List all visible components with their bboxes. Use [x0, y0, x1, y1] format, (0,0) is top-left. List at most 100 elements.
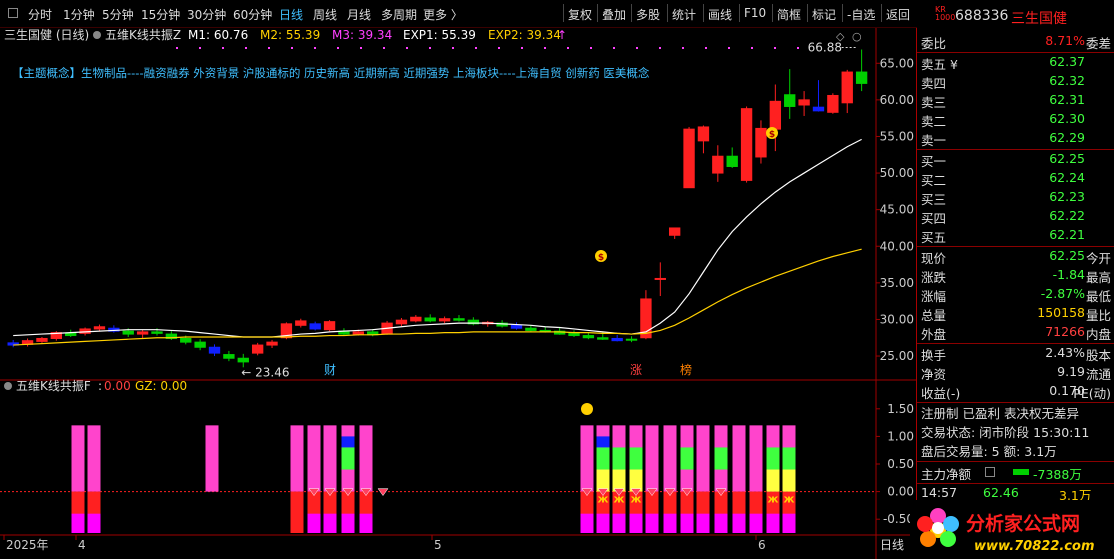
- candle[interactable]: [697, 126, 710, 142]
- toolbar-right-item-1[interactable]: 叠加: [602, 8, 627, 22]
- toolbar-item-8[interactable]: 月线: [347, 8, 372, 22]
- toolbar-right-item-8[interactable]: -自选: [847, 8, 876, 22]
- toolbar-right-item-2[interactable]: 多股: [636, 8, 661, 22]
- toolbar-item-3[interactable]: 15分钟: [141, 8, 181, 22]
- money-bag-icon: $: [766, 127, 778, 140]
- candle[interactable]: [237, 357, 249, 363]
- buy-row-1-value: 62.24: [1049, 170, 1085, 185]
- candle[interactable]: [410, 316, 422, 322]
- candle[interactable]: [640, 298, 652, 339]
- candle[interactable]: [208, 346, 221, 354]
- candle[interactable]: [309, 323, 321, 330]
- signal-dot: [268, 47, 270, 49]
- toolbar-item-1[interactable]: 1分钟: [63, 8, 95, 22]
- candle[interactable]: [798, 99, 810, 106]
- candle[interactable]: [194, 341, 206, 348]
- candle[interactable]: [323, 321, 336, 331]
- sell-row-1: 卖四 62.32: [921, 72, 1111, 91]
- candle[interactable]: [726, 155, 738, 167]
- after-hours-volume: 盘后交易量: 5 额: 3.1万: [921, 444, 1057, 459]
- candle[interactable]: [510, 324, 523, 329]
- candle[interactable]: [712, 155, 724, 174]
- candle[interactable]: [467, 319, 480, 325]
- toolbar-right-item-7[interactable]: 标记: [812, 8, 837, 22]
- money-bag-body: [595, 250, 607, 262]
- toolbar-menu-icon[interactable]: [8, 8, 18, 18]
- signal-dot: [245, 47, 247, 49]
- main-flow-bar: [1013, 469, 1029, 475]
- toolbar-item-5[interactable]: 60分钟: [233, 8, 273, 22]
- toolbar-item-2[interactable]: 5分钟: [102, 8, 134, 22]
- sub-indicator-toggle-icon[interactable]: [4, 382, 12, 390]
- toolbar-item-9[interactable]: 多周期: [381, 8, 418, 22]
- candle[interactable]: [65, 332, 77, 337]
- sell-row-2-value: 62.31: [1049, 92, 1085, 107]
- candle[interactable]: [582, 335, 595, 339]
- sub-chart-title: 五维K线共振F: [16, 379, 91, 393]
- candle[interactable]: [625, 338, 638, 341]
- candle[interactable]: [136, 331, 149, 335]
- toolbar-item-10[interactable]: 更多 〉: [423, 8, 463, 22]
- candle[interactable]: [424, 317, 436, 322]
- candle[interactable]: [827, 94, 839, 113]
- toolbar-item-0[interactable]: 分时: [28, 8, 53, 22]
- candle[interactable]: [525, 327, 537, 331]
- signal-dot: [475, 47, 477, 49]
- toolbar-separator: [563, 4, 564, 22]
- candle[interactable]: [395, 319, 408, 325]
- candle[interactable]: [223, 354, 235, 359]
- candle[interactable]: [611, 337, 623, 342]
- panel-divider: [917, 149, 1114, 150]
- signal-dot: [498, 47, 500, 49]
- candle[interactable]: [438, 318, 451, 322]
- candle[interactable]: [841, 71, 853, 104]
- candle[interactable]: [453, 318, 465, 321]
- candle[interactable]: [180, 337, 192, 343]
- signal-dot: [636, 47, 638, 49]
- candle[interactable]: [280, 323, 293, 339]
- candle[interactable]: [122, 330, 134, 335]
- signal-dot: [590, 47, 592, 49]
- candle[interactable]: [151, 331, 163, 334]
- candle[interactable]: [93, 326, 106, 330]
- period-label: 日线: [880, 538, 904, 552]
- toolbar-item-7[interactable]: 周线: [313, 8, 338, 22]
- candle[interactable]: [740, 108, 753, 181]
- candle[interactable]: [769, 100, 782, 130]
- toolbar-right-item-3[interactable]: 统计: [672, 8, 697, 22]
- candle[interactable]: [755, 127, 767, 158]
- toolbar-item-6[interactable]: 日线: [279, 8, 304, 22]
- candle[interactable]: [352, 331, 364, 335]
- candle[interactable]: [251, 344, 264, 354]
- toolbar-right-item-4[interactable]: 画线: [708, 8, 733, 22]
- candle[interactable]: [165, 333, 178, 339]
- candle[interactable]: [597, 337, 609, 340]
- toolbar-separator: [667, 4, 668, 22]
- candle[interactable]: [36, 337, 48, 342]
- toolbar-right-item-0[interactable]: 复权: [568, 8, 593, 22]
- signal-dot: [360, 47, 362, 49]
- tick-price: 62.46: [983, 485, 1019, 500]
- candle[interactable]: [266, 341, 278, 346]
- stat2-row-0-label: 换手: [921, 348, 947, 363]
- candle[interactable]: [654, 277, 666, 280]
- candle[interactable]: [855, 71, 868, 84]
- indicator-arrow-icon: ↑: [557, 28, 567, 42]
- toolbar-item-4[interactable]: 30分钟: [187, 8, 227, 22]
- candle[interactable]: [784, 94, 796, 107]
- quote-panel: KR 1000 688336 三生国健 委比 8.71% 委差 卖五 ¥ 62.37 卖四 62.3…: [916, 0, 1114, 559]
- candle[interactable]: [50, 332, 63, 339]
- candle[interactable]: [568, 332, 580, 337]
- toolbar-right-item-6[interactable]: 简框: [777, 8, 802, 22]
- toolbar-right-item-9[interactable]: 返回: [886, 8, 911, 22]
- candle[interactable]: [669, 227, 681, 236]
- candle[interactable]: [295, 320, 307, 326]
- candle[interactable]: [683, 128, 695, 189]
- signal-dot: [429, 47, 431, 49]
- candle[interactable]: [812, 106, 825, 112]
- chart-area[interactable]: 65.0060.0055.0050.0045.0040.0035.0030.00…: [0, 28, 916, 559]
- toolbar-right-item-5[interactable]: F10: [744, 6, 767, 20]
- indicator-toggle-icon[interactable]: [93, 31, 101, 39]
- sub-bar-segment: [596, 469, 610, 492]
- main-flow-detail-icon[interactable]: [985, 467, 995, 477]
